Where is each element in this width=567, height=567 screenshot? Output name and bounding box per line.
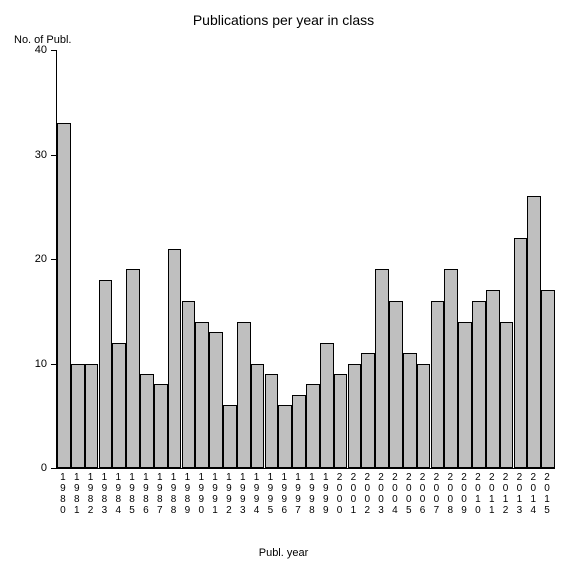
bar [223, 405, 237, 468]
chart-title: Publications per year in class [0, 12, 567, 28]
x-tick-label: 1991 [208, 472, 222, 516]
x-tick-label: 2005 [402, 472, 416, 516]
bar [126, 269, 140, 468]
x-tick-label: 2015 [540, 472, 554, 516]
bar [292, 395, 306, 468]
bar [306, 384, 320, 468]
bar [278, 405, 292, 468]
x-tick-label: 1998 [305, 472, 319, 516]
x-tick-label: 1989 [181, 472, 195, 516]
bar [472, 301, 486, 468]
bar [527, 196, 541, 468]
bar [334, 374, 348, 468]
bar [209, 332, 223, 468]
bar [403, 353, 417, 468]
bar [444, 269, 458, 468]
chart-container: Publications per year in class No. of Pu… [0, 0, 567, 567]
x-tick-label: 1983 [98, 472, 112, 516]
x-tick-label: 2012 [499, 472, 513, 516]
bar [251, 364, 265, 469]
bar [320, 343, 334, 468]
x-tick-label: 1990 [194, 472, 208, 516]
bar [417, 364, 431, 469]
x-tick-label: 1980 [56, 472, 70, 516]
x-tick-label: 1997 [291, 472, 305, 516]
x-tick-label: 1993 [236, 472, 250, 516]
x-tick-label: 1996 [277, 472, 291, 516]
x-tick-label: 1986 [139, 472, 153, 516]
y-tick-label: 20 [35, 253, 57, 265]
bar [237, 322, 251, 468]
bar [168, 249, 182, 468]
bar [85, 364, 99, 469]
x-tick-label: 2006 [416, 472, 430, 516]
bar [458, 322, 472, 468]
x-tick-label: 2009 [457, 472, 471, 516]
x-tick-label: 2007 [430, 472, 444, 516]
bar [375, 269, 389, 468]
x-tick-label: 2003 [374, 472, 388, 516]
x-tick-label: 2014 [526, 472, 540, 516]
x-tick-label: 2001 [347, 472, 361, 516]
bar [71, 364, 85, 469]
x-tick-label: 1985 [125, 472, 139, 516]
x-tick-label: 2004 [388, 472, 402, 516]
bar [182, 301, 196, 468]
bar [361, 353, 375, 468]
bar [112, 343, 126, 468]
x-tick-label: 1999 [319, 472, 333, 516]
bar [265, 374, 279, 468]
bar [348, 364, 362, 469]
plot-area: 010203040 [56, 50, 555, 469]
bar [500, 322, 514, 468]
x-axis-label: Publ. year [0, 547, 567, 559]
bar [431, 301, 445, 468]
x-tick-label: 2008 [443, 472, 457, 516]
bar [389, 301, 403, 468]
bar [541, 290, 555, 468]
bar [57, 123, 71, 468]
bar [486, 290, 500, 468]
bar [195, 322, 209, 468]
bar [154, 384, 168, 468]
x-tick-label: 2010 [471, 472, 485, 516]
y-tick-label: 10 [35, 358, 57, 370]
x-tick-label: 1981 [70, 472, 84, 516]
x-tick-label: 1987 [153, 472, 167, 516]
x-tick-label: 1995 [264, 472, 278, 516]
x-tick-label: 1994 [250, 472, 264, 516]
bar [140, 374, 154, 468]
x-tick-label: 2011 [485, 472, 499, 516]
y-tick-label: 30 [35, 149, 57, 161]
x-tick-label: 1984 [111, 472, 125, 516]
x-tick-label: 2013 [513, 472, 527, 516]
x-tick-label: 1992 [222, 472, 236, 516]
y-tick-label: 40 [35, 44, 57, 56]
x-tick-label: 1982 [84, 472, 98, 516]
bar [99, 280, 113, 468]
x-tick-label: 1988 [167, 472, 181, 516]
x-tick-label: 2002 [360, 472, 374, 516]
x-tick-label: 2000 [333, 472, 347, 516]
y-tick-label: 0 [41, 462, 57, 474]
bar [514, 238, 528, 468]
